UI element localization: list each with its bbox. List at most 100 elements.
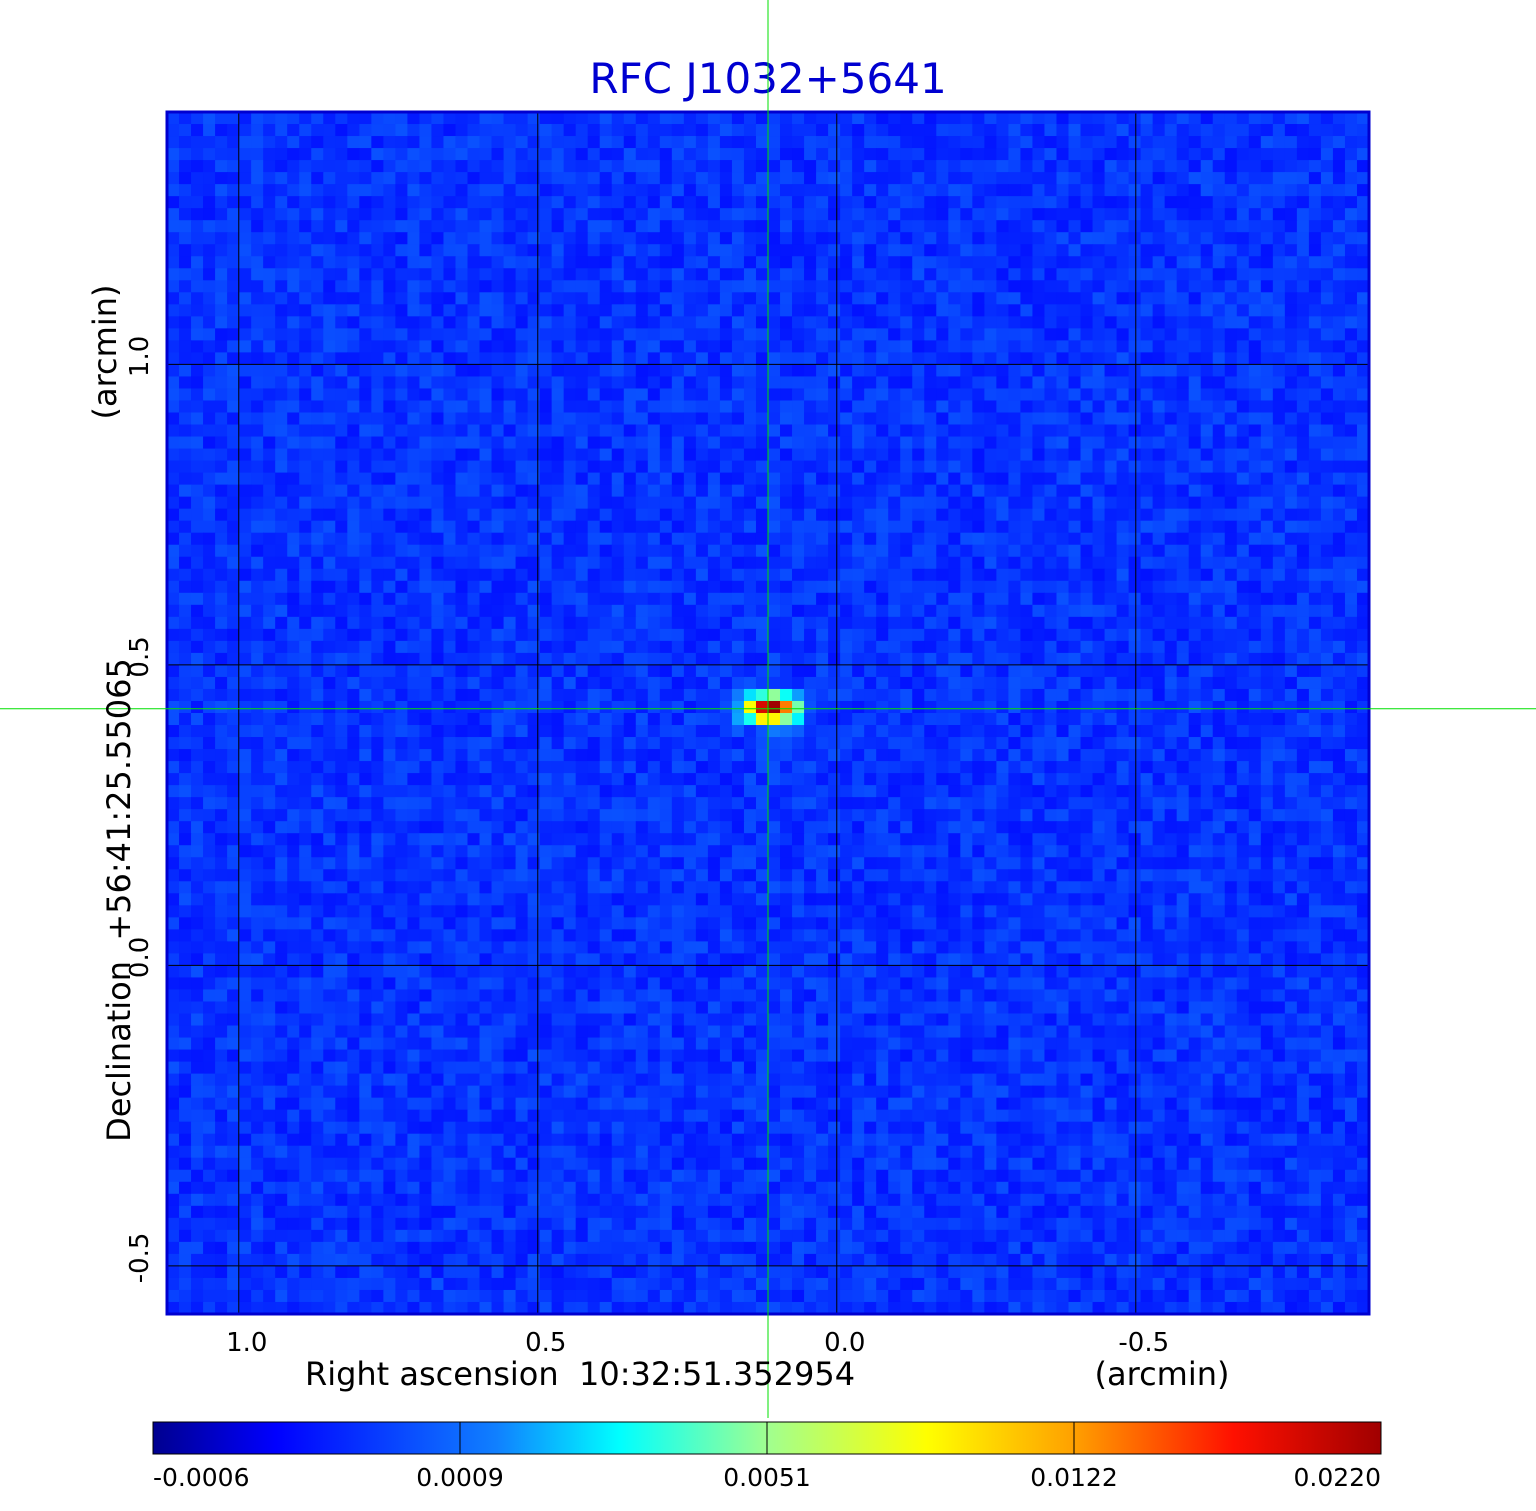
heatmap-pixel (467, 676, 481, 690)
heatmap-pixel (1104, 496, 1118, 510)
heatmap-pixel (587, 568, 601, 582)
heatmap-pixel (515, 340, 529, 353)
heatmap-pixel (1212, 700, 1226, 714)
heatmap-pixel (731, 412, 745, 426)
heatmap-pixel (683, 340, 697, 353)
heatmap-pixel (1236, 700, 1250, 714)
heatmap-pixel (1320, 316, 1334, 329)
heatmap-pixel (599, 340, 613, 353)
heatmap-pixel (407, 412, 421, 426)
heatmap-pixel (840, 220, 853, 233)
heatmap-pixel (719, 328, 733, 341)
heatmap-pixel (1092, 352, 1106, 366)
heatmap-pixel (852, 640, 865, 654)
heatmap-pixel (527, 220, 541, 233)
heatmap-pixel (623, 424, 637, 438)
heatmap-pixel (768, 280, 781, 293)
heatmap-pixel (1056, 244, 1070, 257)
heatmap-pixel (695, 400, 709, 414)
heatmap-pixel (467, 472, 481, 486)
heatmap-pixel (972, 280, 985, 293)
heatmap-pixel (1164, 304, 1178, 317)
heatmap-pixel (179, 520, 192, 534)
heatmap-pixel (864, 124, 877, 137)
heatmap-pixel (804, 268, 817, 281)
heatmap-pixel (671, 544, 685, 558)
heatmap-pixel (251, 688, 264, 702)
heatmap-pixel (491, 616, 505, 630)
heatmap-pixel (695, 244, 709, 257)
heatmap-pixel (900, 112, 913, 125)
heatmap-pixel (431, 352, 445, 366)
heatmap-pixel (527, 412, 541, 426)
heatmap-pixel (623, 520, 637, 534)
heatmap-pixel (924, 640, 937, 654)
heatmap-pixel (996, 496, 1009, 510)
heatmap-pixel (299, 220, 312, 233)
heatmap-pixel (575, 460, 589, 474)
heatmap-pixel (335, 532, 348, 546)
heatmap-pixel (587, 532, 601, 546)
heatmap-pixel (864, 184, 877, 197)
heatmap-pixel (527, 244, 541, 257)
heatmap-pixel (816, 172, 829, 185)
heatmap-pixel (1056, 112, 1070, 125)
heatmap-pixel (1128, 256, 1142, 269)
heatmap-pixel (251, 652, 264, 666)
heatmap-pixel (503, 376, 517, 390)
heatmap-pixel (1200, 568, 1214, 582)
heatmap-pixel (251, 328, 264, 341)
heatmap-pixel (972, 604, 985, 618)
heatmap-pixel (227, 172, 240, 185)
heatmap-pixel (551, 160, 565, 173)
heatmap-pixel (347, 136, 360, 149)
heatmap-pixel (816, 640, 829, 654)
heatmap-pixel (515, 580, 529, 594)
heatmap-pixel (1128, 328, 1142, 341)
heatmap-pixel (539, 436, 553, 450)
heatmap-pixel (948, 688, 961, 702)
heatmap-pixel (1224, 352, 1238, 366)
heatmap-pixel (407, 292, 421, 305)
heatmap-pixel (395, 496, 408, 510)
heatmap-pixel (743, 688, 757, 702)
heatmap-pixel (1140, 256, 1154, 269)
heatmap-pixel (695, 184, 709, 197)
heatmap-pixel (1236, 616, 1250, 630)
heatmap-pixel (599, 448, 613, 462)
heatmap-pixel (1344, 364, 1358, 378)
heatmap-pixel (1344, 676, 1358, 690)
heatmap-pixel (431, 376, 445, 390)
heatmap-pixel (900, 472, 913, 486)
heatmap-pixel (467, 448, 481, 462)
heatmap-pixel (755, 376, 769, 390)
heatmap-pixel (888, 256, 901, 269)
heatmap-pixel (948, 496, 961, 510)
heatmap-pixel (924, 208, 937, 221)
heatmap-pixel (503, 148, 517, 161)
heatmap-pixel (1068, 232, 1082, 245)
heatmap-pixel (407, 508, 421, 522)
heatmap-pixel (804, 412, 817, 426)
heatmap-pixel (852, 340, 865, 353)
heatmap-pixel (996, 220, 1009, 233)
heatmap-pixel (1056, 460, 1070, 474)
heatmap-pixel (864, 484, 877, 498)
heatmap-pixel (1164, 208, 1178, 221)
heatmap-pixel (1320, 484, 1334, 498)
heatmap-pixel (1104, 652, 1118, 666)
heatmap-pixel (215, 628, 228, 642)
heatmap-pixel (563, 604, 577, 618)
heatmap-pixel (1044, 532, 1058, 546)
heatmap-pixel (347, 184, 360, 197)
heatmap-pixel (407, 568, 421, 582)
heatmap-pixel (455, 364, 469, 378)
heatmap-pixel (1068, 592, 1082, 606)
heatmap-pixel (768, 448, 781, 462)
heatmap-pixel (1332, 460, 1346, 474)
heatmap-pixel (647, 340, 661, 353)
heatmap-pixel (1308, 496, 1322, 510)
heatmap-pixel (1272, 424, 1286, 438)
heatmap-pixel (1236, 244, 1250, 257)
heatmap-pixel (755, 460, 769, 474)
